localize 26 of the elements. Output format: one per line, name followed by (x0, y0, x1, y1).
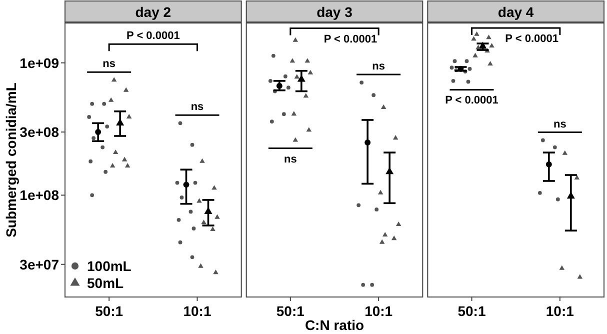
annotation: P < 0.0001 (445, 94, 498, 107)
chart-title: day 2 (135, 4, 172, 20)
annotation: P < 0.0001 (324, 33, 378, 46)
x-axis-title: C:N ratio (304, 317, 364, 333)
y-tick-label: 3e+07 (20, 256, 60, 272)
y-tick-label: 1e+08 (20, 187, 60, 204)
chart-title: day 3 (316, 4, 353, 20)
chart-title: day 4 (498, 4, 534, 20)
y-tick-label: 3e+08 (20, 124, 60, 140)
y-axis-title: Submerged conidia/mL (3, 82, 19, 238)
annotation: P < 0.0001 (505, 33, 558, 45)
annotation: ns (553, 118, 566, 130)
x-tick-label: 50:1 (276, 303, 305, 319)
annotation: ns (284, 153, 297, 166)
y-tick-label: 1e+09 (20, 54, 60, 71)
annotation: P < 0.0001 (126, 30, 180, 42)
annotation: ns (190, 101, 204, 114)
annotation: ns (372, 60, 386, 73)
x-tick-label: 50:1 (458, 303, 486, 319)
x-tick-label: 10:1 (364, 303, 393, 319)
x-tick-label: 10:1 (546, 303, 574, 319)
annotation: ns (102, 58, 116, 70)
legend-label: 100mL (87, 258, 132, 274)
x-tick-label: 10:1 (183, 303, 212, 319)
x-tick-label: 50:1 (95, 303, 124, 319)
legend-label: 50mL (87, 275, 124, 291)
